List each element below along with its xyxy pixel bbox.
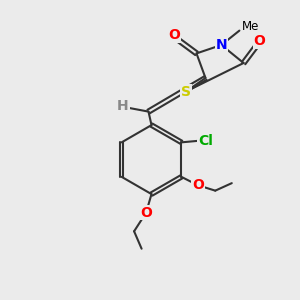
Text: H: H bbox=[117, 99, 129, 112]
Text: O: O bbox=[192, 178, 204, 192]
Text: O: O bbox=[140, 206, 152, 220]
Text: S: S bbox=[181, 85, 191, 98]
Text: N: N bbox=[216, 38, 227, 52]
Text: O: O bbox=[253, 34, 265, 48]
Text: Me: Me bbox=[242, 20, 259, 34]
Text: O: O bbox=[169, 28, 181, 42]
Text: Cl: Cl bbox=[198, 134, 213, 148]
